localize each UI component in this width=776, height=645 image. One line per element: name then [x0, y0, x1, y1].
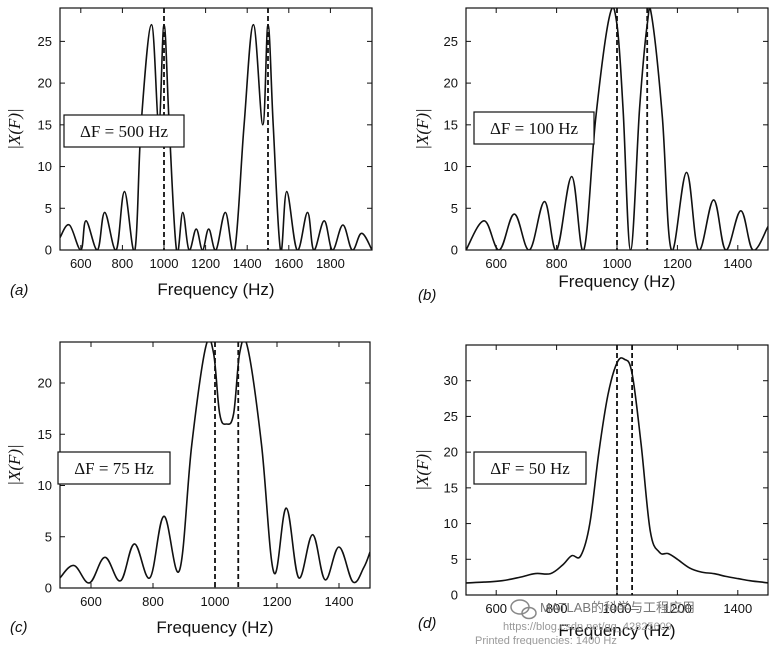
- annotation-box: [63, 114, 185, 148]
- y-tick-label: 15: [38, 117, 52, 132]
- x-tick-label: 1200: [263, 594, 292, 609]
- delta-f-annotation: ΔF = 75 Hz: [74, 459, 154, 478]
- y-tick-label: 5: [45, 529, 52, 544]
- x-tick-label: 1000: [603, 601, 632, 616]
- y-tick-label: 15: [444, 480, 458, 495]
- x-tick-label: 1000: [603, 256, 632, 271]
- annotation-box: [57, 451, 171, 485]
- x-tick-label: 1200: [663, 601, 692, 616]
- chart-panel-d: 600 800 1000 1200 1400 0 5 10 15 20 25 30 ΔF = 50 Hz…: [413, 344, 769, 640]
- x-tick-label: 1600: [274, 256, 303, 271]
- annotation-box: [473, 451, 587, 485]
- y-axis-label: |X(F)|: [5, 444, 24, 485]
- x-axis-label: Frequency (Hz): [156, 618, 273, 637]
- y-tick-label: 5: [45, 201, 52, 216]
- delta-f-annotation: ΔF = 100 Hz: [490, 119, 579, 138]
- spectrum-line: [466, 8, 768, 250]
- chart-panel-a: 600 800 1000 1200 1400 1600 1800 0 5 10 15 20 25 ΔF =…: [5, 7, 373, 299]
- y-tick-label: 15: [444, 117, 458, 132]
- panel-label: (d): [418, 615, 436, 632]
- y-tick-label: 10: [444, 516, 458, 531]
- delta-f-annotation: ΔF = 50 Hz: [490, 459, 570, 478]
- y-axis-label: |X(F)|: [5, 108, 24, 149]
- wechat-icon: [510, 599, 537, 620]
- y-tick-label: 0: [45, 581, 52, 596]
- x-tick-label: 600: [80, 594, 102, 609]
- y-tick-label: 0: [451, 243, 458, 258]
- x-tick-label: 1000: [201, 594, 230, 609]
- x-tick-label: 1400: [233, 256, 262, 271]
- chart-panel-c: 600 800 1000 1200 1400 0 5 10 15 20 ΔF = 75 Hz Freq…: [5, 341, 371, 637]
- y-axis-label: |X(F)|: [413, 108, 432, 149]
- y-tick-label: 25: [38, 34, 52, 49]
- x-tick-label: 1000: [150, 256, 179, 271]
- x-axis-label: Frequency (Hz): [558, 621, 675, 640]
- y-axis-label: |X(F)|: [413, 449, 432, 490]
- x-tick-label: 600: [485, 601, 507, 616]
- x-tick-label: 800: [142, 594, 164, 609]
- y-tick-label: 0: [451, 588, 458, 603]
- x-tick-label: 800: [546, 601, 568, 616]
- annotation-box: [473, 111, 595, 145]
- watermark: MATLAB的科学与工程应用 https://blog.csdn.net/qq_…: [475, 599, 695, 645]
- watermark-bottom-text: Printed frequencies: 1400 Hz: [475, 635, 617, 645]
- panel-label: (b): [418, 287, 436, 304]
- x-tick-label: 1200: [191, 256, 220, 271]
- x-tick-label: 1400: [325, 594, 354, 609]
- y-tick-label: 20: [38, 376, 52, 391]
- y-tick-label: 15: [38, 427, 52, 442]
- x-axis-label: Frequency (Hz): [558, 272, 675, 291]
- y-tick-label: 5: [451, 552, 458, 567]
- y-tick-label: 20: [38, 76, 52, 91]
- x-tick-label: 1400: [723, 601, 752, 616]
- x-tick-label: 600: [70, 256, 92, 271]
- y-tick-label: 5: [451, 201, 458, 216]
- y-tick-label: 10: [444, 159, 458, 174]
- panel-label: (c): [10, 619, 28, 636]
- x-tick-label: 600: [485, 256, 507, 271]
- watermark-url: https://blog.csdn.net/qq_42825609: [503, 621, 672, 633]
- delta-f-annotation: ΔF = 500 Hz: [80, 122, 169, 141]
- y-tick-label: 30: [444, 373, 458, 388]
- x-tick-label: 1200: [663, 256, 692, 271]
- x-tick-label: 1800: [316, 256, 345, 271]
- panel-label: (a): [10, 282, 28, 299]
- x-tick-label: 1400: [723, 256, 752, 271]
- y-tick-label: 0: [45, 243, 52, 258]
- y-tick-label: 25: [444, 409, 458, 424]
- watermark-text: MATLAB的科学与工程应用: [540, 600, 695, 615]
- y-tick-label: 25: [444, 34, 458, 49]
- y-tick-label: 20: [444, 445, 458, 460]
- spectrum-line: [60, 23, 372, 250]
- chart-panel-b: 600 800 1000 1200 1400 0 5 10 15 20 25 ΔF = 100 Hz F…: [413, 7, 769, 304]
- x-axis-label: Frequency (Hz): [157, 280, 274, 299]
- y-tick-label: 10: [38, 478, 52, 493]
- x-tick-label: 800: [112, 256, 134, 271]
- y-tick-label: 20: [444, 76, 458, 91]
- x-tick-label: 800: [546, 256, 568, 271]
- y-tick-label: 10: [38, 159, 52, 174]
- spectrum-line: [466, 357, 768, 584]
- spectrum-line: [60, 342, 370, 584]
